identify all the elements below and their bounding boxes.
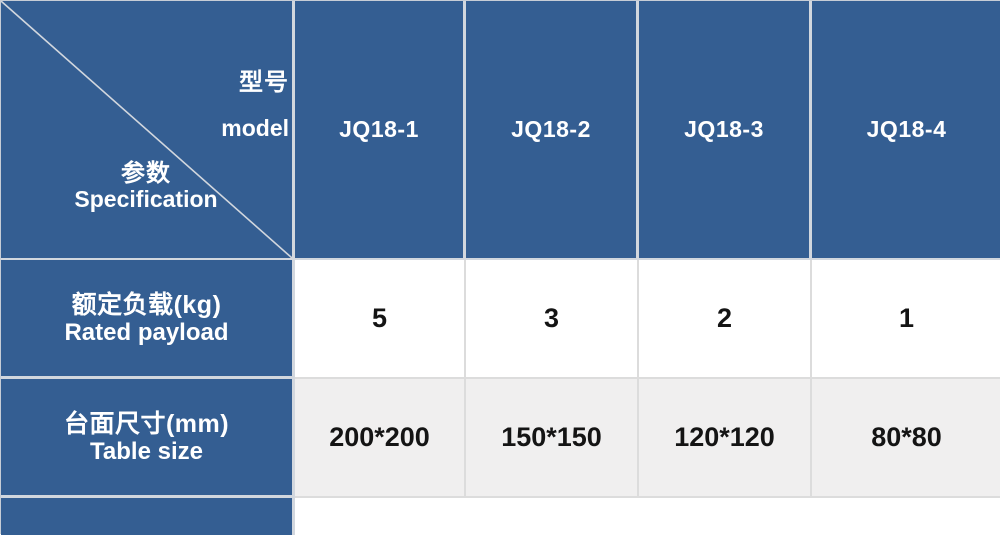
value-rated-payload-jq18-4: 1 xyxy=(812,260,1000,379)
value-rated-payload-jq18-3: 2 xyxy=(639,260,812,379)
column-header-jq18-1: JQ18-1 xyxy=(295,1,466,260)
row-label-table-size: 台面尺寸(mm) Table size xyxy=(1,379,295,498)
spec-label-zh: 参数 xyxy=(121,160,171,187)
row-label-zh: 台面尺寸(mm) xyxy=(63,409,230,438)
value-table-size-jq18-4: 80*80 xyxy=(812,379,1000,498)
model-label-zh: 型号 xyxy=(239,69,289,96)
value-table-size-jq18-1: 200*200 xyxy=(295,379,466,498)
row-label-zh: 额定负载(kg) xyxy=(71,290,222,319)
row-partial-values xyxy=(295,498,1000,535)
row-label-en: Rated payload xyxy=(64,318,229,346)
value-rated-payload-jq18-2: 3 xyxy=(466,260,639,379)
value-table-size-jq18-2: 150*150 xyxy=(466,379,639,498)
column-header-jq18-3: JQ18-3 xyxy=(639,1,812,260)
column-header-jq18-4: JQ18-4 xyxy=(812,1,1000,260)
column-header-jq18-2: JQ18-2 xyxy=(466,1,639,260)
model-label-en: model xyxy=(221,115,289,141)
spec-label-en: Specification xyxy=(74,186,218,212)
value-rated-payload-jq18-1: 5 xyxy=(295,260,466,379)
corner-header-cell: 型号 model 参数 Specification xyxy=(1,1,295,260)
corner-model-label: 型号 model xyxy=(221,69,289,141)
corner-spec-label: 参数 Specification xyxy=(31,160,261,212)
row-label-en: Table size xyxy=(90,437,203,465)
diagonal-divider xyxy=(1,1,292,258)
row-label-rated-payload: 额定负载(kg) Rated payload xyxy=(1,260,295,379)
value-table-size-jq18-3: 120*120 xyxy=(639,379,812,498)
row-label-partial xyxy=(1,498,295,535)
